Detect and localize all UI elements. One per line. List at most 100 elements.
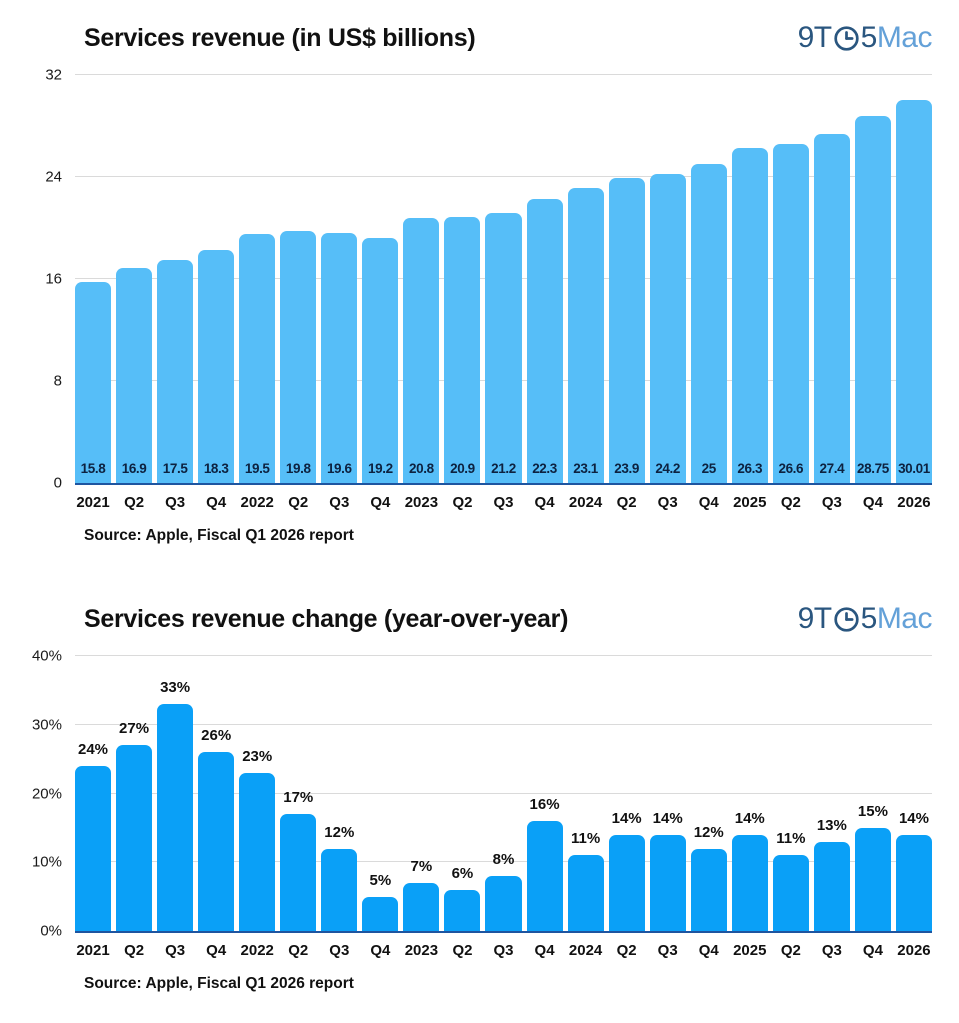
gridline: [75, 176, 932, 177]
x-tick-label: Q3: [657, 942, 678, 959]
bar: 22.3: [526, 198, 563, 483]
chart-section-revenue: Services revenue (in US$ billions) 9T 5 …: [0, 20, 959, 545]
y-tick-label: 0: [53, 474, 62, 492]
bar: 26%: [198, 727, 235, 931]
x-axis-labels: 2021 Q2 Q3 Q4 2022 Q2 Q3 Q4 2023 Q2 Q3 Q4 2024 Q2 Q3 Q4…: [75, 485, 932, 511]
bar-value-label: 23%: [242, 747, 273, 765]
bar-value-label: 7%: [410, 857, 433, 875]
x-tick-label: Q2: [288, 494, 309, 511]
y-tick-label: 20%: [31, 785, 62, 802]
gridline: [75, 861, 932, 863]
x-tick-label: 2022: [240, 942, 274, 959]
bar-value-label: 30.01: [898, 461, 930, 476]
x-tick-label: Q2: [780, 494, 801, 511]
bar: 20.8: [403, 217, 440, 483]
bar-value-label: 23.1: [573, 461, 598, 476]
logo-text-mid: 5: [860, 602, 878, 635]
bar-value-label: 23.9: [614, 461, 639, 476]
bar: 27%: [116, 720, 153, 931]
clock-icon: [832, 25, 861, 52]
bar: 13%: [813, 817, 850, 931]
x-tick-label: Q3: [493, 494, 514, 511]
bar: 8%: [485, 851, 522, 931]
bar: 33%: [157, 679, 194, 931]
y-tick-label: 30%: [31, 716, 62, 734]
x-tick-label: Q3: [493, 942, 514, 959]
bar-value-label: 11%: [570, 830, 601, 848]
plot-area-yoy: 0% 10% 20% 30% 40% 24% 27% 33% 26% 23% 17% 12% 5% 7% 6…: [32, 648, 932, 940]
bar-value-label: 33%: [160, 679, 191, 697]
bar-value-label: 8%: [492, 851, 515, 868]
bar: 30.01: [895, 100, 932, 483]
x-tick-label: 2023: [404, 942, 439, 959]
bar: 25: [690, 164, 727, 483]
x-tick-label: Q4: [862, 942, 883, 959]
x-tick-label: Q4: [370, 494, 391, 511]
bar: 23.9: [608, 178, 645, 483]
bar: 14%: [731, 810, 768, 931]
bar-value-label: 5%: [369, 871, 392, 889]
bar: 11%: [772, 830, 809, 931]
x-tick-label: Q4: [370, 942, 391, 959]
bar-value-label: 25: [701, 461, 717, 476]
x-tick-label: Q2: [452, 942, 473, 959]
x-tick-label: 2026: [897, 942, 931, 959]
x-tick-label: Q2: [780, 942, 801, 959]
x-tick-label: Q2: [616, 942, 637, 959]
bar: 19.6: [321, 233, 358, 483]
bar: 20.9: [444, 216, 481, 483]
bar: 24%: [75, 741, 112, 931]
bar-value-label: 24%: [78, 741, 109, 758]
bar: 14%: [895, 810, 932, 931]
bar: 27.4: [813, 133, 850, 483]
bar-value-label: 22.3: [532, 461, 557, 476]
chart-title: Services revenue (in US$ billions): [84, 23, 476, 52]
gridline: [75, 723, 932, 725]
x-tick-label: 2024: [568, 494, 603, 511]
bar: 16%: [526, 796, 563, 931]
x-tick-label: Q3: [329, 942, 350, 959]
bar-value-label: 15.8: [80, 461, 106, 476]
x-tick-label: Q4: [534, 494, 555, 511]
bar-value-label: 19.6: [326, 461, 352, 476]
bar: 15%: [854, 803, 891, 931]
chart-title: Services revenue change (year-over-year): [84, 604, 569, 633]
y-tick-label: 8: [53, 372, 62, 390]
bar-value-label: 16%: [529, 796, 560, 813]
bar-value-label: 18.3: [203, 461, 229, 476]
x-tick-label: Q2: [124, 942, 145, 959]
x-tick-label: Q3: [165, 942, 186, 959]
clock-icon: [832, 606, 861, 633]
bar-value-label: 11%: [776, 830, 806, 848]
bar: 17.5: [157, 259, 194, 483]
chart-header: Services revenue (in US$ billions) 9T 5 …: [0, 20, 933, 56]
x-tick-label: Q3: [165, 494, 186, 511]
x-tick-label: Q2: [288, 942, 309, 959]
plot-area-revenue: 0 8 16 24 32 15.8 16.9 17.5 18.3 19.5 19.8 19.6 19.2…: [45, 67, 932, 492]
bar-value-label: 19.8: [285, 461, 311, 476]
x-tick-label: Q3: [657, 494, 678, 511]
plot-wrap: 0% 10% 20% 30% 40% 24% 27% 33% 26% 23% 17% 12% 5% 7% 6…: [32, 648, 932, 940]
x-tick-label: Q4: [206, 494, 227, 511]
y-tick-label: 32: [45, 66, 62, 84]
bar: 28.75: [854, 116, 891, 483]
bar-value-label: 16.9: [121, 461, 147, 476]
bar-value-label: 27%: [119, 720, 150, 738]
source-note: Source: Apple, Fiscal Q1 2026 report: [84, 527, 354, 544]
bars-layer: 15.8 16.9 17.5 18.3 19.5 19.8 19.6 19.2 20.8 20.9…: [75, 75, 932, 483]
plot-wrap: 0 8 16 24 32 15.8 16.9 17.5 18.3 19.5 19.8 19.6 19.2…: [45, 67, 932, 492]
bar: 19.2: [362, 238, 399, 483]
bar-value-label: 20.8: [409, 461, 434, 476]
x-tick-label: 2021: [76, 494, 110, 511]
chart-header: Services revenue change (year-over-year)…: [0, 601, 933, 637]
bar: 11%: [567, 830, 604, 931]
bars-layer: 24% 27% 33% 26% 23% 17% 12% 5% 7% 6% 8% 16% 11% 14% 14…: [75, 656, 932, 931]
bar-value-label: 27.4: [819, 461, 845, 476]
bar-value-label: 28.75: [857, 461, 889, 476]
bar: 14%: [608, 810, 645, 931]
x-tick-label: Q2: [124, 494, 145, 511]
x-tick-label: Q3: [821, 494, 842, 511]
x-tick-label: 2021: [76, 942, 110, 959]
logo-text-mid: 5: [860, 21, 878, 54]
